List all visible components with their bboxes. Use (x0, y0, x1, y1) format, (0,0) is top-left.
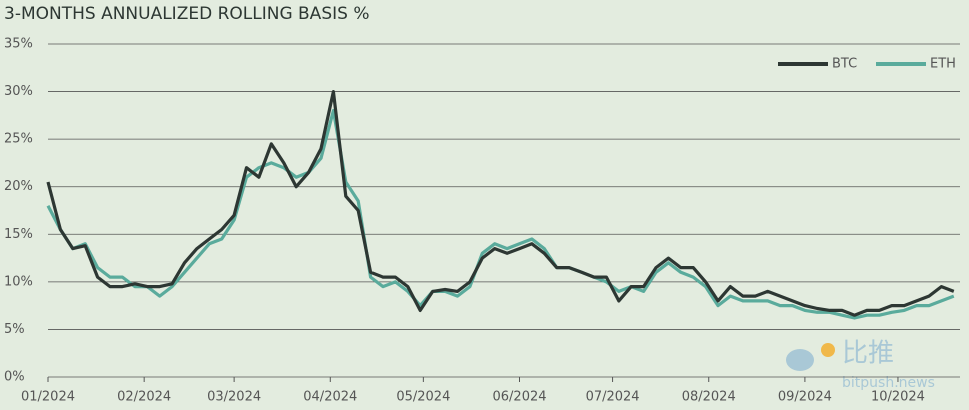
x-tick-label: 01/2024 (21, 390, 75, 405)
legend-label: ETH (930, 57, 956, 72)
x-tick-label: 03/2024 (207, 390, 261, 405)
y-tick-label: 10% (4, 274, 33, 289)
y-tick-label: 5% (4, 322, 25, 337)
x-tick-label: 10/2024 (871, 390, 925, 405)
y-tick-label: 20% (4, 179, 33, 194)
legend-label: BTC (832, 57, 857, 72)
x-tick-label: 07/2024 (586, 390, 640, 405)
x-tick-label: 09/2024 (778, 390, 832, 405)
watermark-site: bitpush.news (842, 375, 935, 391)
x-tick-label: 08/2024 (682, 390, 736, 405)
y-tick-label: 30% (4, 84, 33, 99)
y-tick-label: 0% (4, 370, 25, 385)
y-tick-label: 35% (4, 37, 33, 52)
line-series (46, 108, 955, 320)
x-tick-label: 02/2024 (117, 390, 171, 405)
chart-title: 3-MONTHS ANNUALIZED ROLLING BASIS % (4, 4, 369, 24)
x-tick-label: 06/2024 (493, 390, 547, 405)
watermark-icon (786, 349, 814, 371)
watermark-icon (821, 343, 835, 357)
x-tick-label: 04/2024 (303, 390, 357, 405)
line-series (46, 89, 955, 317)
watermark: 比推 bitpush.news (786, 339, 935, 391)
y-tick-label: 25% (4, 132, 33, 147)
x-tick-label: 05/2024 (396, 390, 450, 405)
watermark-name: 比推 (842, 339, 894, 369)
y-tick-label: 15% (4, 227, 33, 242)
